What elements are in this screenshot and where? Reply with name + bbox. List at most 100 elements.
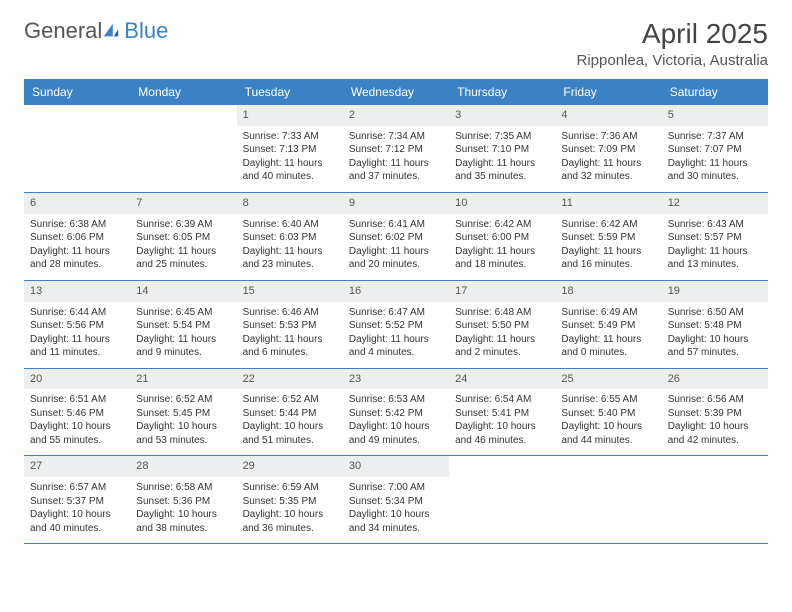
weekday-header: Sunday [24, 79, 130, 105]
day-body: Sunrise: 6:51 AMSunset: 5:46 PMDaylight:… [24, 389, 130, 455]
week-row: 1Sunrise: 7:33 AMSunset: 7:13 PMDaylight… [24, 105, 768, 193]
sunrise-line: Sunrise: 7:33 AM [243, 130, 337, 144]
sunrise-line: Sunrise: 6:48 AM [455, 306, 549, 320]
sunrise-line: Sunrise: 6:51 AM [30, 393, 124, 407]
day-number: 11 [555, 193, 661, 214]
day-body: Sunrise: 6:39 AMSunset: 6:05 PMDaylight:… [130, 214, 236, 280]
day-cell: 6Sunrise: 6:38 AMSunset: 6:06 PMDaylight… [24, 193, 130, 280]
day-cell: 7Sunrise: 6:39 AMSunset: 6:05 PMDaylight… [130, 193, 236, 280]
day-number: 9 [343, 193, 449, 214]
day-body: Sunrise: 6:54 AMSunset: 5:41 PMDaylight:… [449, 389, 555, 455]
sunset-line: Sunset: 6:03 PM [243, 231, 337, 245]
sunrise-line: Sunrise: 6:40 AM [243, 218, 337, 232]
day-number [662, 456, 768, 477]
sunrise-line: Sunrise: 6:44 AM [30, 306, 124, 320]
sunrise-line: Sunrise: 6:43 AM [668, 218, 762, 232]
sunset-line: Sunset: 5:44 PM [243, 407, 337, 421]
daylight-line: Daylight: 10 hours and 38 minutes. [136, 508, 230, 535]
day-body: Sunrise: 6:45 AMSunset: 5:54 PMDaylight:… [130, 302, 236, 368]
sunset-line: Sunset: 7:12 PM [349, 143, 443, 157]
day-cell [662, 456, 768, 543]
daylight-line: Daylight: 11 hours and 25 minutes. [136, 245, 230, 272]
day-body: Sunrise: 6:43 AMSunset: 5:57 PMDaylight:… [662, 214, 768, 280]
day-cell: 15Sunrise: 6:46 AMSunset: 5:53 PMDayligh… [237, 281, 343, 368]
week-row: 6Sunrise: 6:38 AMSunset: 6:06 PMDaylight… [24, 193, 768, 281]
sunset-line: Sunset: 5:56 PM [30, 319, 124, 333]
sunset-line: Sunset: 5:48 PM [668, 319, 762, 333]
sunset-line: Sunset: 5:49 PM [561, 319, 655, 333]
logo-sail-icon [102, 22, 120, 40]
day-cell: 22Sunrise: 6:52 AMSunset: 5:44 PMDayligh… [237, 369, 343, 456]
daylight-line: Daylight: 10 hours and 51 minutes. [243, 420, 337, 447]
sunrise-line: Sunrise: 6:53 AM [349, 393, 443, 407]
logo-text-blue: Blue [124, 18, 168, 44]
sunrise-line: Sunrise: 6:59 AM [243, 481, 337, 495]
day-number: 7 [130, 193, 236, 214]
daylight-line: Daylight: 11 hours and 18 minutes. [455, 245, 549, 272]
day-cell: 20Sunrise: 6:51 AMSunset: 5:46 PMDayligh… [24, 369, 130, 456]
daylight-line: Daylight: 10 hours and 53 minutes. [136, 420, 230, 447]
sunset-line: Sunset: 5:50 PM [455, 319, 549, 333]
day-cell: 16Sunrise: 6:47 AMSunset: 5:52 PMDayligh… [343, 281, 449, 368]
day-body: Sunrise: 6:40 AMSunset: 6:03 PMDaylight:… [237, 214, 343, 280]
day-cell: 9Sunrise: 6:41 AMSunset: 6:02 PMDaylight… [343, 193, 449, 280]
day-cell: 27Sunrise: 6:57 AMSunset: 5:37 PMDayligh… [24, 456, 130, 543]
day-cell: 29Sunrise: 6:59 AMSunset: 5:35 PMDayligh… [237, 456, 343, 543]
day-number: 20 [24, 369, 130, 390]
daylight-line: Daylight: 10 hours and 34 minutes. [349, 508, 443, 535]
sunset-line: Sunset: 5:57 PM [668, 231, 762, 245]
daylight-line: Daylight: 11 hours and 6 minutes. [243, 333, 337, 360]
sunset-line: Sunset: 5:54 PM [136, 319, 230, 333]
sunrise-line: Sunrise: 7:35 AM [455, 130, 549, 144]
day-cell: 19Sunrise: 6:50 AMSunset: 5:48 PMDayligh… [662, 281, 768, 368]
sunset-line: Sunset: 5:53 PM [243, 319, 337, 333]
daylight-line: Daylight: 11 hours and 16 minutes. [561, 245, 655, 272]
sunrise-line: Sunrise: 6:38 AM [30, 218, 124, 232]
day-cell: 4Sunrise: 7:36 AMSunset: 7:09 PMDaylight… [555, 105, 661, 192]
day-cell: 10Sunrise: 6:42 AMSunset: 6:00 PMDayligh… [449, 193, 555, 280]
sunrise-line: Sunrise: 6:52 AM [136, 393, 230, 407]
day-body: Sunrise: 6:42 AMSunset: 6:00 PMDaylight:… [449, 214, 555, 280]
day-cell [24, 105, 130, 192]
sunset-line: Sunset: 5:41 PM [455, 407, 549, 421]
day-body: Sunrise: 7:37 AMSunset: 7:07 PMDaylight:… [662, 126, 768, 192]
day-number: 1 [237, 105, 343, 126]
day-number: 15 [237, 281, 343, 302]
day-body: Sunrise: 6:59 AMSunset: 5:35 PMDaylight:… [237, 477, 343, 543]
day-body: Sunrise: 6:48 AMSunset: 5:50 PMDaylight:… [449, 302, 555, 368]
day-number: 28 [130, 456, 236, 477]
daylight-line: Daylight: 11 hours and 32 minutes. [561, 157, 655, 184]
day-body: Sunrise: 6:49 AMSunset: 5:49 PMDaylight:… [555, 302, 661, 368]
day-cell: 25Sunrise: 6:55 AMSunset: 5:40 PMDayligh… [555, 369, 661, 456]
weekday-header-row: SundayMondayTuesdayWednesdayThursdayFrid… [24, 79, 768, 105]
day-cell [130, 105, 236, 192]
day-body: Sunrise: 7:33 AMSunset: 7:13 PMDaylight:… [237, 126, 343, 192]
sunset-line: Sunset: 7:09 PM [561, 143, 655, 157]
sunset-line: Sunset: 5:46 PM [30, 407, 124, 421]
daylight-line: Daylight: 11 hours and 4 minutes. [349, 333, 443, 360]
day-cell: 3Sunrise: 7:35 AMSunset: 7:10 PMDaylight… [449, 105, 555, 192]
day-number: 30 [343, 456, 449, 477]
day-number: 6 [24, 193, 130, 214]
day-number: 5 [662, 105, 768, 126]
day-body: Sunrise: 6:58 AMSunset: 5:36 PMDaylight:… [130, 477, 236, 543]
day-cell: 21Sunrise: 6:52 AMSunset: 5:45 PMDayligh… [130, 369, 236, 456]
day-number: 25 [555, 369, 661, 390]
day-body: Sunrise: 6:46 AMSunset: 5:53 PMDaylight:… [237, 302, 343, 368]
day-body: Sunrise: 6:53 AMSunset: 5:42 PMDaylight:… [343, 389, 449, 455]
day-number: 29 [237, 456, 343, 477]
daylight-line: Daylight: 11 hours and 13 minutes. [668, 245, 762, 272]
day-number [555, 456, 661, 477]
sunrise-line: Sunrise: 6:42 AM [455, 218, 549, 232]
day-number: 4 [555, 105, 661, 126]
daylight-line: Daylight: 11 hours and 11 minutes. [30, 333, 124, 360]
sunset-line: Sunset: 7:13 PM [243, 143, 337, 157]
daylight-line: Daylight: 10 hours and 46 minutes. [455, 420, 549, 447]
header: General Blue April 2025 Ripponlea, Victo… [24, 18, 768, 69]
sunrise-line: Sunrise: 6:39 AM [136, 218, 230, 232]
day-body: Sunrise: 6:56 AMSunset: 5:39 PMDaylight:… [662, 389, 768, 455]
day-number: 8 [237, 193, 343, 214]
sunrise-line: Sunrise: 6:56 AM [668, 393, 762, 407]
daylight-line: Daylight: 10 hours and 36 minutes. [243, 508, 337, 535]
day-body: Sunrise: 6:41 AMSunset: 6:02 PMDaylight:… [343, 214, 449, 280]
